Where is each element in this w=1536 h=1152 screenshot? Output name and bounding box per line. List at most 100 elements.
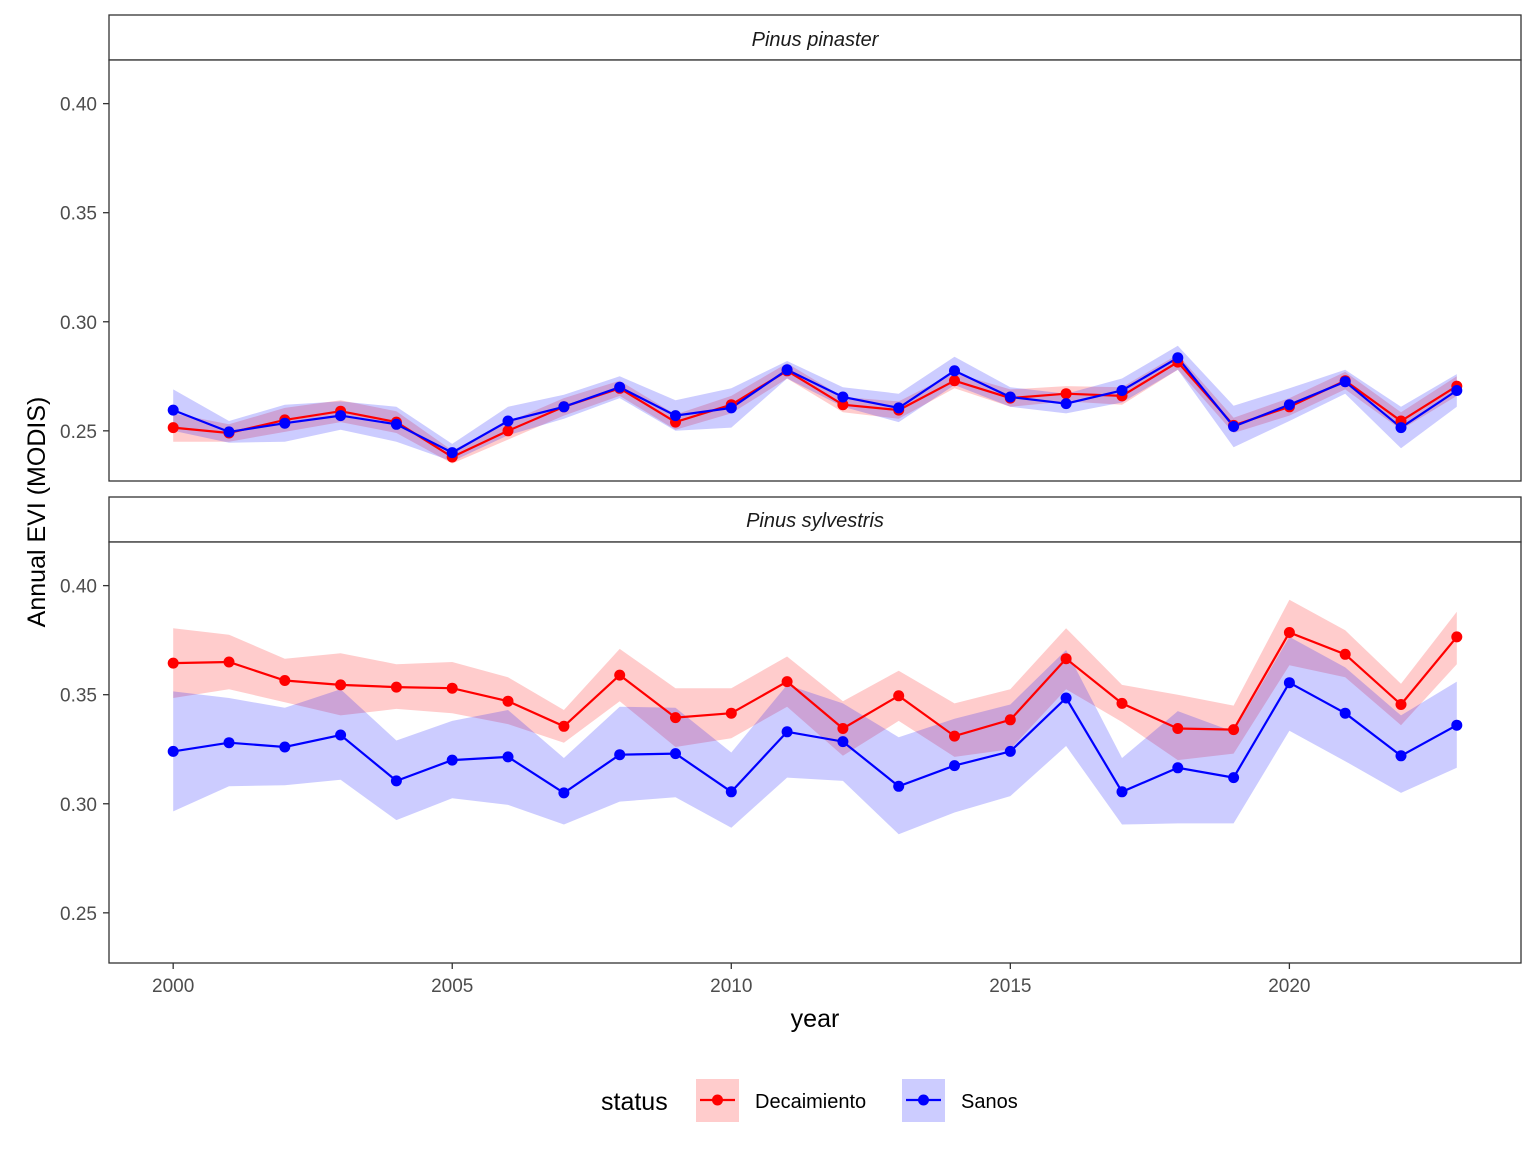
- band-sanos: [173, 345, 1457, 462]
- point-sanos-2000: [167, 404, 179, 416]
- point-sanos-2007: [558, 787, 570, 799]
- point-sanos-2022: [1395, 422, 1407, 434]
- point-sanos-2023: [1451, 385, 1463, 396]
- series-points: [167, 627, 1463, 799]
- point-sanos-2008: [614, 381, 626, 393]
- point-sanos-2003: [335, 410, 347, 422]
- y-axis-pinus-sylvestris: 0.25 0.30 0.35 0.40: [60, 577, 109, 925]
- point-sanos-2001: [223, 737, 235, 749]
- point-decaimiento-2014: [949, 730, 960, 742]
- point-sanos-2020: [1283, 399, 1295, 411]
- x-tick-label: 2015: [989, 976, 1031, 997]
- point-sanos-2018: [1172, 762, 1184, 774]
- point-sanos-2019: [1228, 772, 1240, 784]
- y-axis-title: Annual EVI (MODIS): [23, 397, 51, 628]
- point-sanos-2016: [1060, 398, 1072, 410]
- point-decaimiento-2016: [1060, 388, 1072, 400]
- point-sanos-2014: [949, 365, 960, 377]
- point-sanos-2000: [167, 745, 179, 757]
- point-sanos-2021: [1339, 376, 1351, 388]
- point-decaimiento-2000: [167, 657, 179, 669]
- x-tick-label: 2000: [152, 976, 194, 997]
- series-lines: [172, 356, 1458, 459]
- point-decaimiento-2005: [446, 682, 458, 694]
- y-axis-pinus-pinaster: 0.25 0.30 0.35 0.40: [60, 95, 109, 443]
- point-sanos-2007: [558, 401, 570, 413]
- strip-pinus-pinaster: [108, 14, 1522, 61]
- y-tick-label: 0.40: [60, 577, 97, 598]
- point-sanos-2011: [781, 726, 793, 738]
- legend-entry-sanos: Sanos: [902, 1079, 1018, 1122]
- point-sanos-2003: [335, 729, 347, 741]
- point-sanos-2017: [1116, 385, 1128, 396]
- point-sanos-2002: [279, 741, 291, 753]
- point-decaimiento-2009: [670, 712, 681, 724]
- series-lines: [173, 631, 1458, 795]
- line-sanos: [172, 356, 1458, 454]
- band-decaimiento: [173, 599, 1457, 761]
- point-sanos-2008: [614, 749, 626, 761]
- point-sanos-2004: [390, 418, 402, 430]
- point-sanos-2018: [1172, 352, 1184, 364]
- x-axis: 2000 2005 2010 2015 2020: [152, 963, 1311, 997]
- series-points: [167, 352, 1463, 463]
- point-decaimiento-2001: [223, 656, 235, 668]
- point-sanos-2013: [893, 402, 905, 414]
- legend-label-decaimiento: Decaimiento: [755, 1091, 866, 1113]
- y-tick-label: 0.35: [60, 686, 97, 707]
- point-decaimiento-2007: [558, 720, 570, 732]
- point-sanos-2015: [1004, 745, 1016, 757]
- x-tick-label: 2020: [1268, 976, 1310, 997]
- point-sanos-2022: [1395, 750, 1407, 762]
- plot-area-pinus-sylvestris: [108, 541, 1522, 964]
- legend: status Decaimiento Sanos: [601, 1079, 1018, 1122]
- point-decaimiento-2002: [279, 675, 291, 686]
- y-tick-label: 0.25: [60, 422, 97, 443]
- point-decaimiento-2000: [167, 422, 179, 434]
- panel-pinus-sylvestris: Pinus sylvestris 0.25 0.30 0.35 0.40: [60, 496, 1522, 964]
- point-sanos-2004: [390, 775, 402, 787]
- line-sanos: [173, 681, 1458, 795]
- legend-key-point-sanos: [918, 1094, 929, 1106]
- point-decaimiento-2021: [1339, 648, 1351, 660]
- y-tick-label: 0.25: [60, 904, 97, 925]
- point-decaimiento-2003: [335, 679, 347, 691]
- point-decaimiento-2017: [1116, 697, 1128, 709]
- point-sanos-2006: [502, 751, 514, 763]
- point-sanos-2009: [670, 748, 681, 760]
- y-tick-label: 0.30: [60, 795, 97, 816]
- strip-pinus-sylvestris: [108, 496, 1522, 543]
- x-tick-label: 2010: [710, 976, 752, 997]
- point-decaimiento-2006: [502, 695, 514, 707]
- point-sanos-2005: [446, 754, 458, 766]
- y-tick-label: 0.40: [60, 95, 97, 116]
- point-sanos-2013: [893, 780, 905, 792]
- y-tick-label: 0.30: [60, 313, 97, 334]
- legend-label-sanos: Sanos: [961, 1091, 1018, 1113]
- point-decaimiento-2023: [1451, 631, 1463, 643]
- panel-pinus-pinaster: Pinus pinaster 0.25 0.30 0.35 0.40: [60, 14, 1522, 482]
- point-decaimiento-2008: [614, 669, 626, 681]
- point-sanos-2012: [837, 736, 849, 748]
- legend-entry-decaimiento: Decaimiento: [696, 1079, 866, 1122]
- point-decaimiento-2014: [949, 375, 960, 387]
- legend-key-point-decaimiento: [712, 1094, 723, 1106]
- point-sanos-2010: [725, 402, 737, 414]
- y-tick-label: 0.35: [60, 204, 97, 225]
- point-decaimiento-2022: [1395, 699, 1407, 710]
- point-sanos-2010: [725, 786, 737, 798]
- point-sanos-2012: [837, 391, 849, 403]
- point-sanos-2006: [502, 415, 514, 427]
- point-sanos-2001: [223, 426, 235, 438]
- point-decaimiento-2016: [1060, 653, 1072, 665]
- point-decaimiento-2015: [1004, 714, 1016, 726]
- point-decaimiento-2010: [725, 707, 737, 719]
- legend-title: status: [601, 1088, 668, 1116]
- point-sanos-2023: [1451, 719, 1463, 731]
- point-sanos-2021: [1339, 707, 1351, 719]
- line-decaimiento: [173, 631, 1458, 738]
- point-sanos-2002: [279, 417, 291, 429]
- point-sanos-2005: [446, 447, 458, 459]
- point-decaimiento-2013: [893, 690, 905, 702]
